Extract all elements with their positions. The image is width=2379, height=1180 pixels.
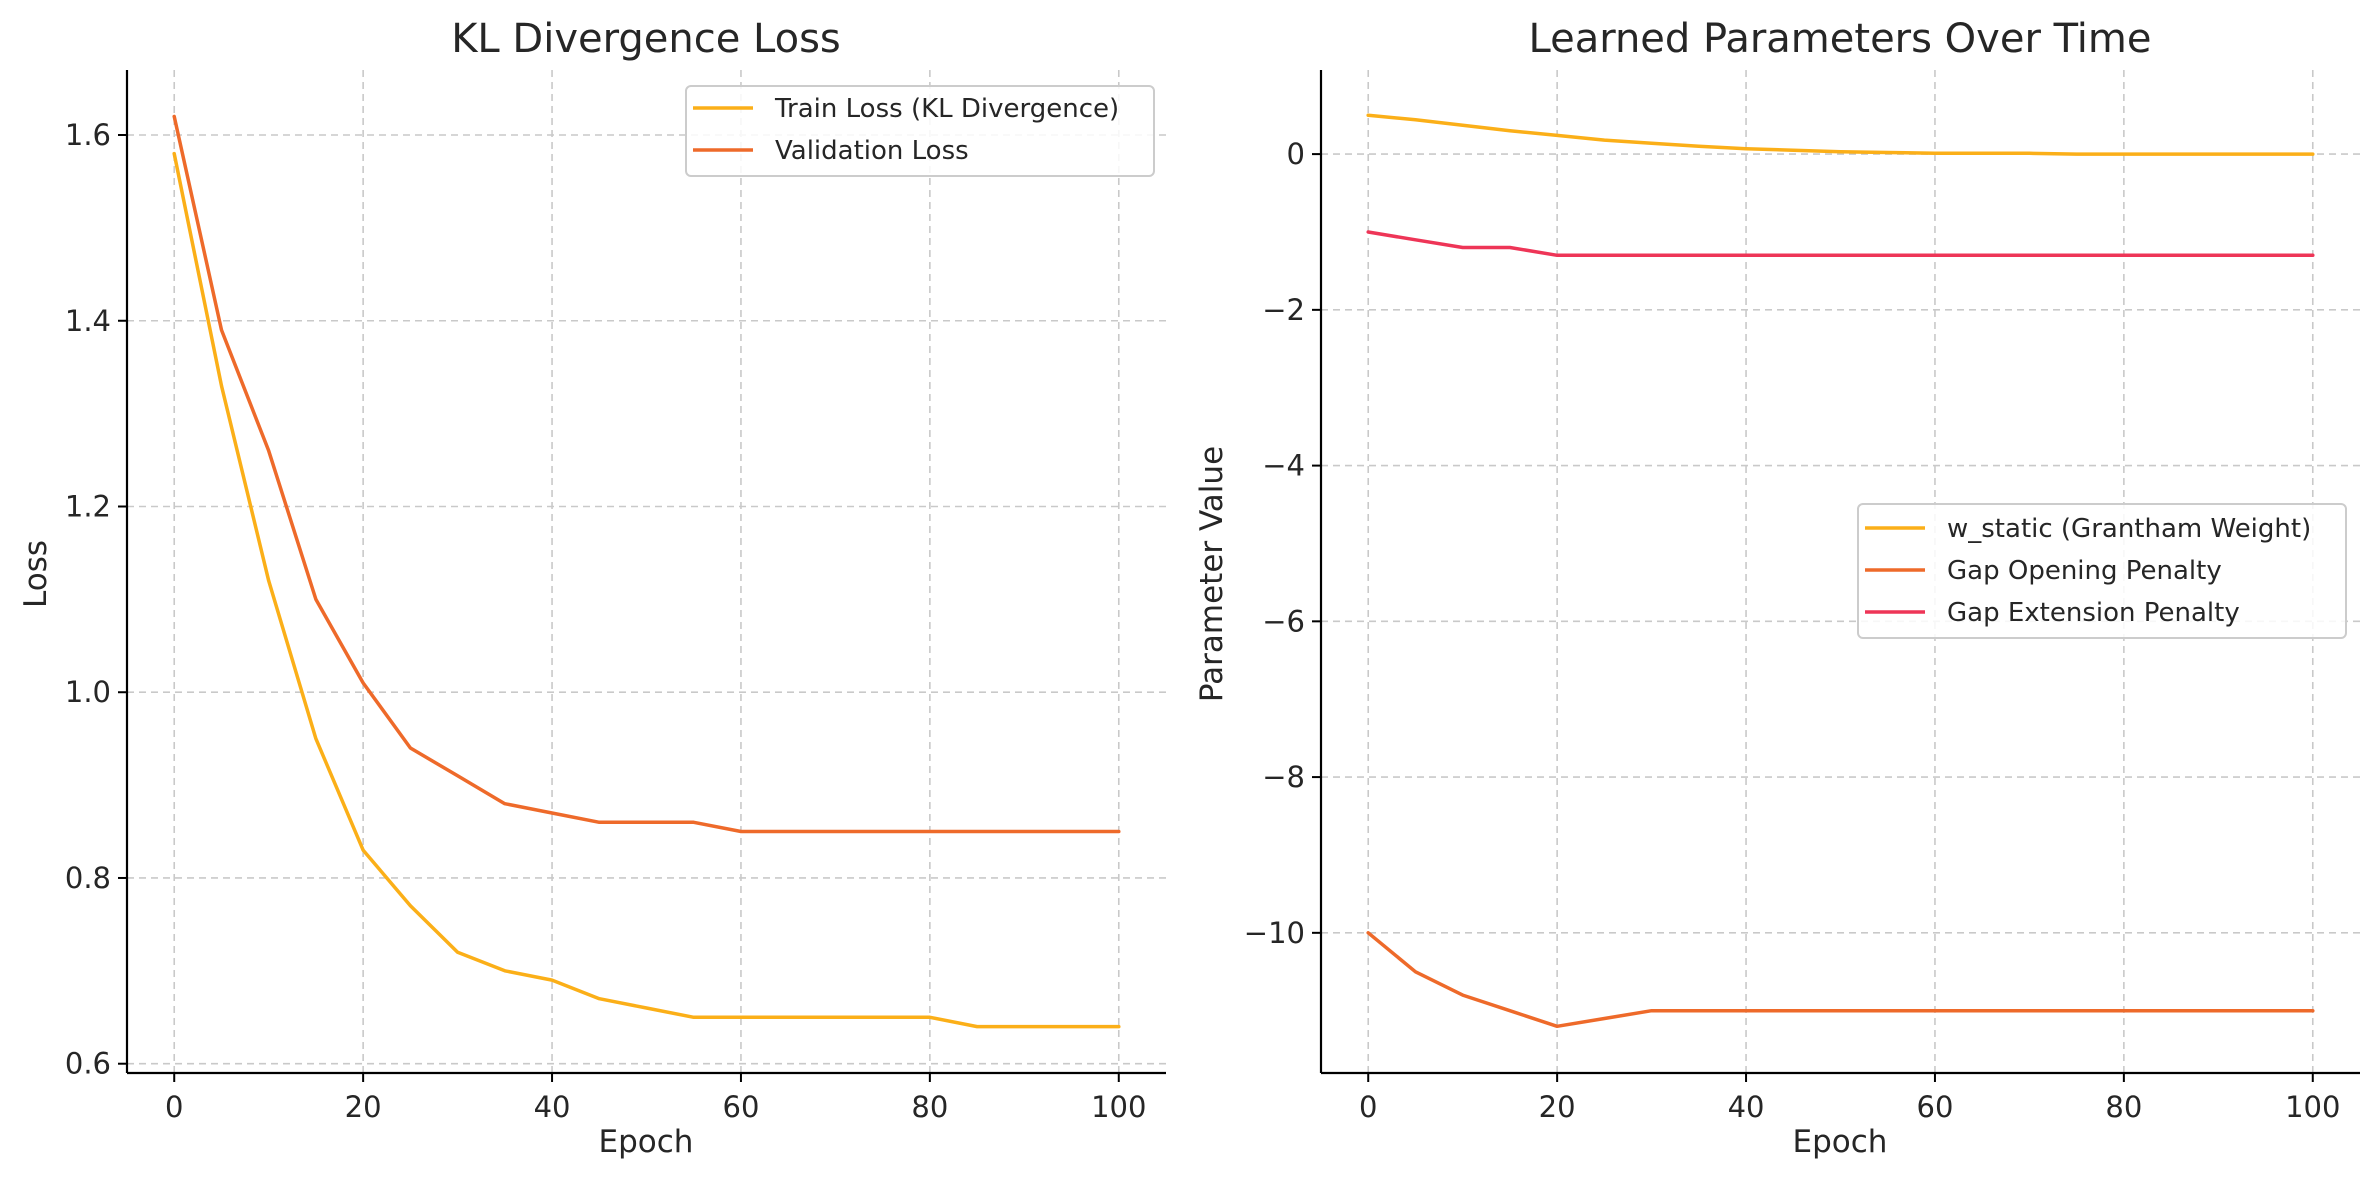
chart-title: Learned Parameters Over Time [1529, 16, 2152, 62]
y-tick-label: 1.6 [65, 118, 111, 152]
series-line [1366, 931, 2315, 1029]
x-tick-label: 20 [345, 1090, 382, 1124]
legend-label: w_static (Grantham Weight) [1947, 514, 2311, 544]
grid [127, 70, 1166, 1073]
series-line [1366, 113, 2315, 156]
y-tick-label: −8 [1262, 760, 1305, 794]
axes [125, 70, 1166, 1075]
x-tick-label: 80 [911, 1090, 948, 1124]
series-lines [172, 114, 1121, 1029]
legend-box [685, 85, 1155, 177]
x-tick-label: 80 [2105, 1090, 2142, 1124]
x-axis-label: Epoch [1793, 1124, 1888, 1160]
y-tick-label: 0.6 [65, 1047, 111, 1081]
y-tick-label: 1.4 [65, 304, 111, 338]
series-line [172, 114, 1121, 834]
series-line [1366, 230, 2315, 258]
y-tick-label: −4 [1262, 449, 1305, 483]
ticks: 0 20 40 60 80 100 0.6 0.8 1.0 1.2 1.4 1.6 [65, 118, 1147, 1124]
x-axis-label: Epoch [599, 1124, 694, 1160]
x-tick-label: 20 [1539, 1090, 1576, 1124]
series-lines [1366, 113, 2315, 1029]
ticks: 0 20 40 60 80 100 0 −2 −4 −6 −8 −10 [1244, 137, 2341, 1124]
y-tick-label: 1.2 [65, 489, 111, 523]
legend-label: Validation Loss [775, 136, 969, 166]
legend-label: Train Loss (KL Divergence) [774, 94, 1119, 124]
legend-box [1857, 503, 2347, 639]
y-axis-label: Loss [18, 540, 54, 608]
x-tick-label: 100 [2285, 1090, 2340, 1124]
x-tick-label: 60 [723, 1090, 760, 1124]
x-tick-label: 40 [1728, 1090, 1765, 1124]
y-tick-label: −10 [1244, 916, 1305, 950]
x-tick-label: 100 [1091, 1090, 1146, 1124]
chart-title: KL Divergence Loss [451, 16, 841, 62]
y-axis-label: Parameter Value [1194, 446, 1230, 702]
axes [1319, 70, 2360, 1075]
legend: Train Loss (KL Divergence) Validation Lo… [685, 85, 1155, 177]
y-tick-label: 0.8 [65, 861, 111, 895]
y-tick-label: −6 [1262, 604, 1305, 638]
kl-loss-chart: KL Divergence Loss 0 20 40 60 80 100 0.6 0.8 1.0… [18, 16, 1166, 1160]
legend-label: Gap Opening Penalty [1947, 556, 2222, 586]
x-tick-label: 0 [1359, 1090, 1377, 1124]
y-tick-label: 1.0 [65, 675, 111, 709]
series-line [172, 151, 1121, 1029]
learned-parameters-chart: Learned Parameters Over Time 0 20 40 60 80 10… [1194, 16, 2360, 1160]
x-tick-label: 60 [1917, 1090, 1954, 1124]
y-tick-label: −2 [1262, 293, 1305, 327]
x-tick-label: 40 [534, 1090, 571, 1124]
x-tick-label: 0 [165, 1090, 183, 1124]
y-tick-label: 0 [1287, 137, 1305, 171]
legend-label: Gap Extension Penalty [1947, 598, 2240, 628]
legend: w_static (Grantham Weight) Gap Opening P… [1857, 503, 2347, 639]
